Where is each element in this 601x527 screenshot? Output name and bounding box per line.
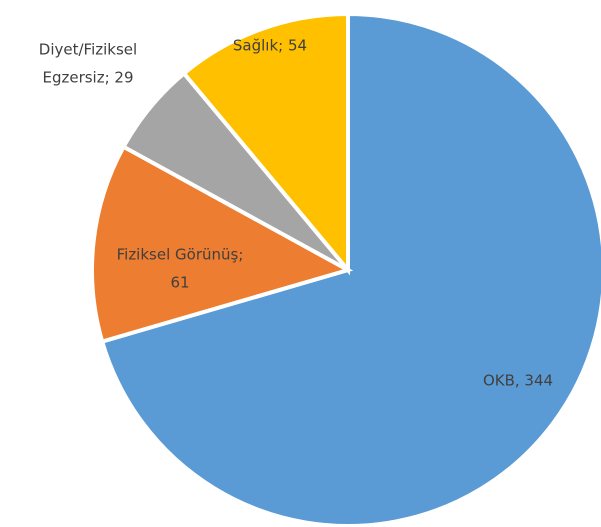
data-label: 61 [170,274,189,292]
data-label: Egzersiz; 29 [42,69,133,87]
data-label: Fiziksel Görünüş; [117,246,244,264]
data-label: OKB, 344 [483,372,553,390]
pie-slice [90,144,354,345]
data-label: Diyet/Fiziksel [39,41,137,59]
pie-slice [181,11,350,276]
data-label: Sağlık; 54 [233,37,307,55]
